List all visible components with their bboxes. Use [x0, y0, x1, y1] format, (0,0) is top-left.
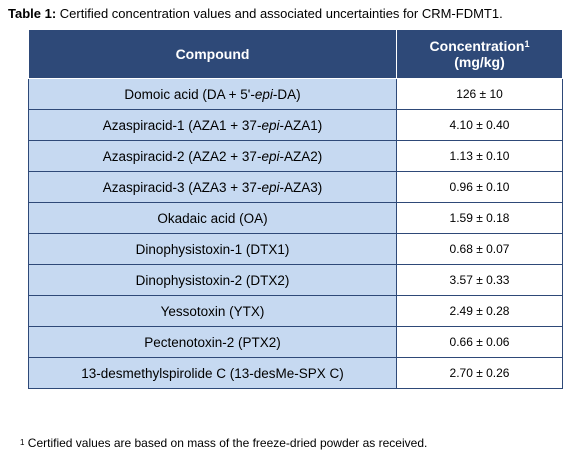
compound-name-italic: epi — [261, 179, 280, 195]
compound-name-suffix: -AZA1) — [279, 117, 323, 133]
footnote: 1 Certified values are based on mass of … — [20, 436, 427, 451]
compound-cell: Yessotoxin (YTX) — [28, 295, 397, 327]
caption-text: Certified concentration values and assoc… — [56, 6, 503, 21]
table-row: 13-desmethylspirolide C (13-desMe-SPX C)… — [28, 357, 563, 389]
concentration-value: 1.13 ± 0.10 — [396, 140, 563, 172]
table-row: Domoic acid (DA + 5'-epi-DA) 126 ± 10 — [28, 78, 563, 110]
table-row: Azaspiracid-1 (AZA1 + 37-epi-AZA1) 4.10 ±… — [28, 109, 563, 141]
table-header-row: Compound Concentration1 (mg/kg) — [28, 29, 563, 79]
compound-cell: Domoic acid (DA + 5'-epi-DA) — [28, 78, 397, 110]
concentration-value: 2.49 ± 0.28 — [396, 295, 563, 327]
compound-name-italic: epi — [261, 117, 280, 133]
table-row: Azaspiracid-3 (AZA3 + 37-epi-AZA3) 0.96 ±… — [28, 171, 563, 203]
header-compound: Compound — [28, 29, 397, 79]
concentration-value: 3.57 ± 0.33 — [396, 264, 563, 296]
compound-name: Okadaic acid (OA) — [157, 210, 268, 226]
table-row: Dinophysistoxin-2 (DTX2) 3.57 ± 0.33 — [28, 264, 563, 296]
compound-name: Dinophysistoxin-1 (DTX1) — [135, 241, 290, 257]
compound-name: Domoic acid (DA + 5'- — [124, 86, 255, 102]
table-row: Yessotoxin (YTX) 2.49 ± 0.28 — [28, 295, 563, 327]
compound-cell: Dinophysistoxin-2 (DTX2) — [28, 264, 397, 296]
header-concentration: Concentration1 (mg/kg) — [396, 29, 563, 79]
concentration-value: 4.10 ± 0.40 — [396, 109, 563, 141]
concentration-value: 126 ± 10 — [396, 78, 563, 110]
compound-cell: Dinophysistoxin-1 (DTX1) — [28, 233, 397, 265]
compound-name-suffix: -AZA2) — [279, 148, 323, 164]
table-row: Dinophysistoxin-1 (DTX1) 0.68 ± 0.07 — [28, 233, 563, 265]
caption-label: Table 1: — [8, 6, 57, 21]
compound-cell: Okadaic acid (OA) — [28, 202, 397, 234]
table-row: Azaspiracid-2 (AZA2 + 37-epi-AZA2) 1.13 ±… — [28, 140, 563, 172]
concentration-value: 0.68 ± 0.07 — [396, 233, 563, 265]
compound-name: Azaspiracid-2 (AZA2 + 37- — [102, 148, 262, 164]
compound-cell: 13-desmethylspirolide C (13-desMe-SPX C) — [28, 357, 397, 389]
table-row: Pectenotoxin-2 (PTX2) 0.66 ± 0.06 — [28, 326, 563, 358]
compound-cell: Pectenotoxin-2 (PTX2) — [28, 326, 397, 358]
compound-cell: Azaspiracid-3 (AZA3 + 37-epi-AZA3) — [28, 171, 397, 203]
concentration-value: 0.66 ± 0.06 — [396, 326, 563, 358]
header-concentration-unit: (mg/kg) — [454, 54, 505, 70]
compound-name-suffix: -DA) — [272, 86, 301, 102]
compound-name-suffix: -AZA3) — [279, 179, 323, 195]
compound-name-italic: epi — [261, 148, 280, 164]
compound-name: Pectenotoxin-2 (PTX2) — [144, 334, 281, 350]
compound-cell: Azaspiracid-1 (AZA1 + 37-epi-AZA1) — [28, 109, 397, 141]
table-row: Okadaic acid (OA) 1.59 ± 0.18 — [28, 202, 563, 234]
compound-name-italic: epi — [254, 86, 273, 102]
compound-name: 13-desmethylspirolide C (13-desMe-SPX C) — [81, 365, 344, 381]
table-caption: Table 1: Certified concentration values … — [8, 6, 503, 22]
footnote-text: Certified values are based on mass of th… — [24, 436, 428, 450]
concentration-value: 0.96 ± 0.10 — [396, 171, 563, 203]
compound-name: Azaspiracid-1 (AZA1 + 37- — [102, 117, 262, 133]
header-concentration-label: Concentration — [429, 38, 525, 54]
concentration-value: 1.59 ± 0.18 — [396, 202, 563, 234]
footnote-marker: 1 — [20, 438, 25, 447]
header-footnote-marker: 1 — [524, 39, 530, 49]
compound-cell: Azaspiracid-2 (AZA2 + 37-epi-AZA2) — [28, 140, 397, 172]
compound-name: Yessotoxin (YTX) — [160, 303, 265, 319]
concentration-table: Compound Concentration1 (mg/kg) Domoic ac… — [28, 29, 563, 389]
compound-name: Azaspiracid-3 (AZA3 + 37- — [102, 179, 262, 195]
compound-name: Dinophysistoxin-2 (DTX2) — [135, 272, 290, 288]
concentration-value: 2.70 ± 0.26 — [396, 357, 563, 389]
